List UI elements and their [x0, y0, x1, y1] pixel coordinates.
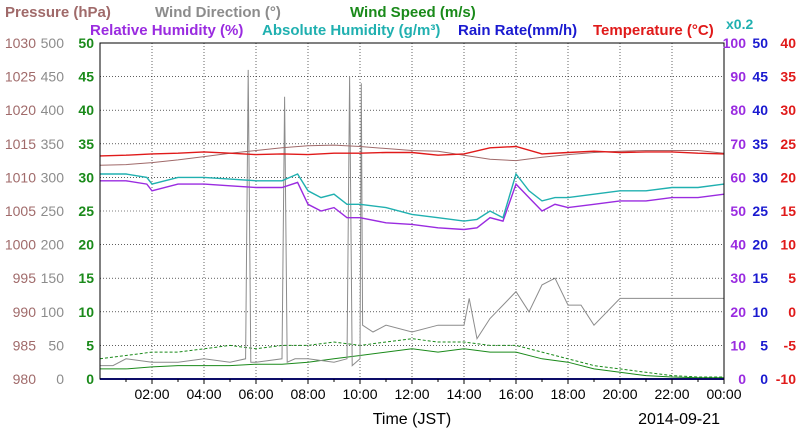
x-axis: 02:00 04:00 06:00 08:00 10:00 12:00 14:00 16:00…: [125, 379, 742, 402]
right-tick-label-temperature: -10: [776, 371, 796, 387]
right-tick-label-rain_rate: 45: [752, 69, 768, 85]
left-tick-label-wind_direction: 500: [41, 35, 65, 51]
x-tick-label: 06:00: [238, 386, 273, 402]
left-tick-label-wind_speed: 30: [78, 169, 94, 185]
header-wind-speed: Wind Speed (m/s): [350, 4, 476, 21]
left-tick-label-pressure: 990: [13, 304, 37, 320]
series-line-pressure: [99, 144, 725, 166]
right-tick-label-temperature: 5: [788, 270, 796, 286]
left-tick-label-pressure: 1015: [5, 136, 36, 152]
x-tick-label: 22:00: [654, 386, 689, 402]
right-tick-label-temperature: 20: [780, 169, 796, 185]
right-tick-label-humidity: 60: [730, 169, 746, 185]
left-tick-label-pressure: 1005: [5, 203, 36, 219]
right-tick-label-temperature: 15: [780, 203, 796, 219]
x-tick-label: 02:00: [134, 386, 169, 402]
right-tick-label-temperature: 40: [780, 35, 796, 51]
left-tick-label-wind_direction: 100: [41, 304, 65, 320]
right-tick-label-humidity: 70: [730, 136, 746, 152]
x-tick-label: 14:00: [446, 386, 481, 402]
left-tick-label-pressure: 980: [13, 371, 37, 387]
x-tick-label: 04:00: [186, 386, 221, 402]
x-axis-label: Time (JST): [373, 411, 452, 428]
left-tick-label-pressure: 995: [13, 270, 37, 286]
left-tick-label-wind_speed: 50: [78, 35, 94, 51]
left-tick-label-pressure: 1000: [5, 237, 36, 253]
right-tick-label-humidity: 50: [730, 203, 746, 219]
left-tick-label-wind_speed: 35: [78, 136, 94, 152]
right-tick-label-temperature: 25: [780, 136, 796, 152]
left-axes: 9809859909951000100510101015102010251030…: [5, 35, 94, 387]
left-tick-label-wind_direction: 350: [41, 136, 65, 152]
right-tick-label-rain_rate: 15: [752, 270, 768, 286]
left-tick-label-wind_direction: 0: [56, 371, 64, 387]
right-tick-label-temperature: 30: [780, 102, 796, 118]
left-tick-label-wind_direction: 150: [41, 270, 65, 286]
series-line-relative-humidity: [100, 180, 725, 231]
right-tick-label-temperature: 0: [788, 304, 796, 320]
right-tick-label-humidity: 40: [730, 237, 746, 253]
right-tick-label-rain_rate: 5: [760, 337, 768, 353]
left-tick-label-wind_speed: 15: [78, 270, 94, 286]
right-tick-label-humidity: 80: [730, 102, 746, 118]
right-tick-label-humidity: 10: [730, 337, 746, 353]
header-relative-humidity: Relative Humidity (%): [90, 22, 243, 39]
left-tick-label-wind_direction: 450: [41, 69, 65, 85]
x-tick-label: 08:00: [290, 386, 325, 402]
right-tick-label-humidity: 30: [730, 270, 746, 286]
x-tick-label: 10:00: [342, 386, 377, 402]
right-tick-label-humidity: 20: [730, 304, 746, 320]
left-tick-label-wind_speed: 0: [86, 371, 94, 387]
left-tick-label-pressure: 985: [13, 337, 37, 353]
right-tick-label-humidity: 90: [730, 69, 746, 85]
left-tick-label-wind_speed: 5: [86, 337, 94, 353]
right-tick-label-humidity: 100: [723, 35, 747, 51]
x-axis-date: 2014-09-21: [638, 411, 720, 428]
left-tick-label-wind_speed: 40: [78, 102, 94, 118]
x-tick-label: 16:00: [498, 386, 533, 402]
series-line-absolute-humidity: [100, 172, 725, 222]
header-pressure: Pressure (hPa): [5, 4, 111, 21]
left-tick-label-wind_speed: 10: [78, 304, 94, 320]
right-tick-label-temperature: -5: [784, 337, 797, 353]
right-tick-label-rain_rate: 25: [752, 203, 768, 219]
right-tick-label-rain_rate: 35: [752, 136, 768, 152]
header-wind-direction: Wind Direction (°): [155, 4, 281, 21]
series-line-wind-speed-gust: [99, 338, 724, 378]
header-temperature: Temperature (°C): [593, 22, 714, 39]
header-absolute-humidity: Absolute Humidity (g/m³): [262, 22, 440, 39]
header-rain-rate: Rain Rate(mm/h): [458, 22, 577, 39]
left-tick-label-pressure: 1025: [5, 69, 36, 85]
abs-humidity-scale: x0.2: [726, 16, 753, 32]
right-axes: 0102030405060708090100051015202530354045…: [723, 35, 797, 387]
series-line-wind-speed: [100, 348, 724, 379]
right-tick-label-rain_rate: 30: [752, 169, 768, 185]
right-tick-label-rain_rate: 50: [752, 35, 768, 51]
x-tick-label: 18:00: [550, 386, 585, 402]
left-tick-label-wind_speed: 25: [78, 203, 94, 219]
left-tick-label-wind_direction: 250: [41, 203, 65, 219]
right-tick-label-rain_rate: 20: [752, 237, 768, 253]
right-tick-label-temperature: 10: [780, 237, 796, 253]
right-tick-label-rain_rate: 10: [752, 304, 768, 320]
series-line-temperature: [99, 145, 725, 157]
x-tick-label: 12:00: [394, 386, 429, 402]
right-tick-label-temperature: 35: [780, 69, 796, 85]
left-tick-label-wind_speed: 45: [78, 69, 94, 85]
right-tick-label-rain_rate: 0: [760, 371, 768, 387]
left-tick-label-wind_direction: 400: [41, 102, 65, 118]
left-tick-label-wind_direction: 50: [48, 337, 64, 353]
right-tick-label-rain_rate: 40: [752, 102, 768, 118]
left-tick-label-wind_speed: 20: [78, 237, 94, 253]
right-tick-label-humidity: 0: [738, 371, 746, 387]
left-tick-label-wind_direction: 200: [41, 237, 65, 253]
x-tick-label: 20:00: [602, 386, 637, 402]
left-tick-label-wind_direction: 300: [41, 169, 65, 185]
x-tick-label: 00:00: [706, 386, 741, 402]
left-tick-label-pressure: 1010: [5, 169, 36, 185]
left-tick-label-pressure: 1030: [5, 35, 36, 51]
left-tick-label-pressure: 1020: [5, 102, 36, 118]
